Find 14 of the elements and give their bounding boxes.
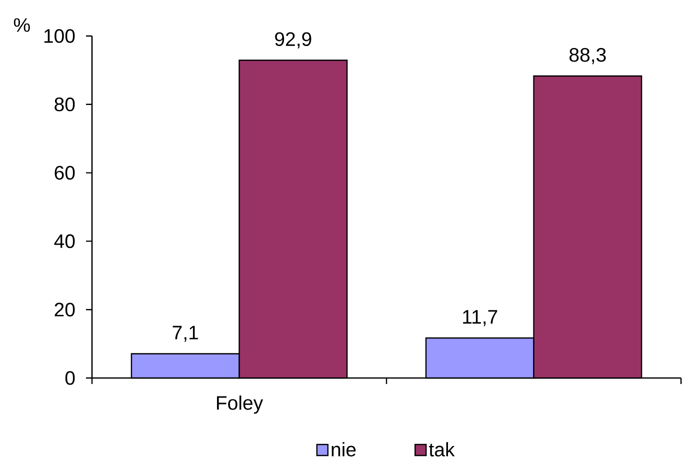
data-label: 92,9 — [275, 32, 312, 48]
data-label: 7,1 — [172, 326, 198, 342]
y-tick-label: 80 — [54, 98, 75, 112]
legend-label: tak — [428, 442, 455, 456]
y-tick-label: 60 — [54, 166, 75, 180]
data-label: 11,7 — [463, 310, 498, 326]
data-label: 88,3 — [570, 48, 606, 64]
y-tick-label: 40 — [54, 234, 75, 248]
y-tick-label: 0 — [65, 371, 75, 385]
y-axis-title: % — [14, 18, 30, 32]
x-tick-label: Foley — [217, 396, 264, 414]
legend-label: nie — [332, 442, 356, 456]
y-tick-label: 100 — [44, 29, 75, 43]
y-tick-label: 20 — [54, 302, 75, 316]
